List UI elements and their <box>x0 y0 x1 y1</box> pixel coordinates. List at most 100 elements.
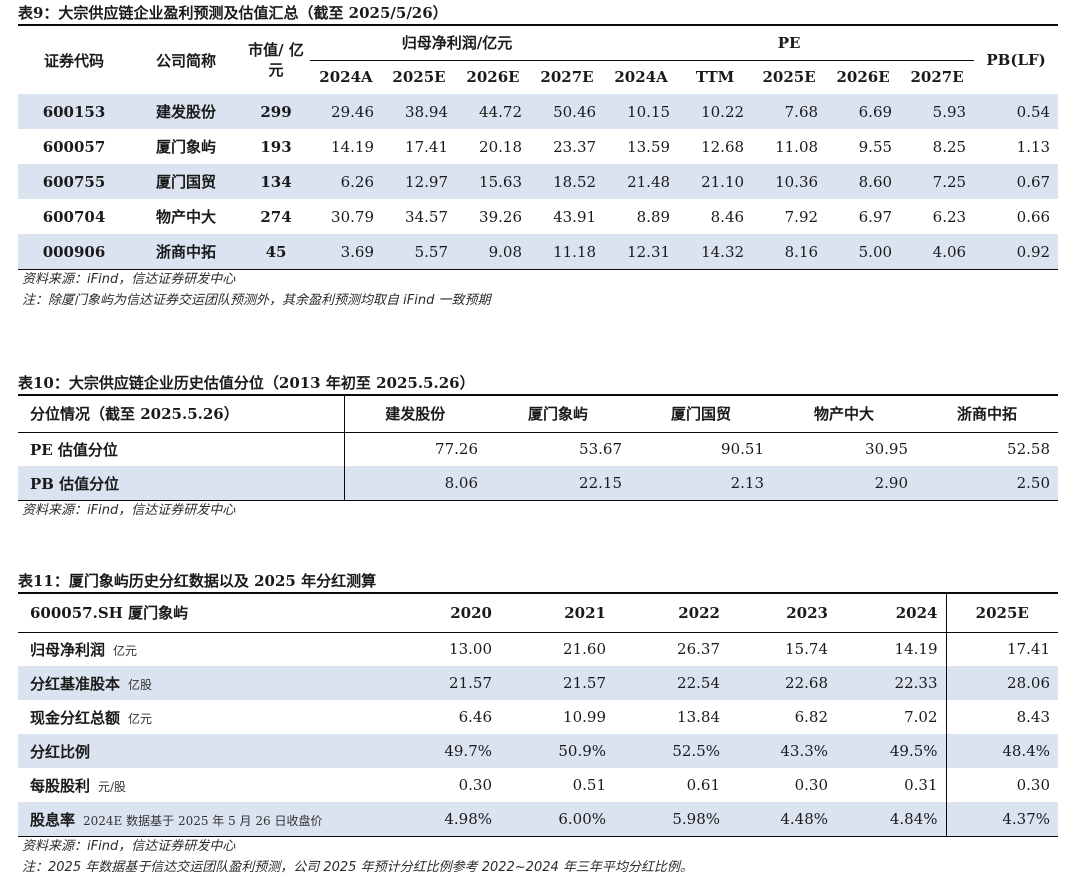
metric-value: 7.25 <box>900 164 975 199</box>
table-row: 600704 物产中大 274 30.79 34.57 39.26 43.91 8.89 8.4… <box>18 199 1058 234</box>
table9-header-row1: 证券代码 公司简称 市值/ 亿元 归母净利润/亿元 PE PB(LF) <box>18 26 1058 79</box>
dividend-value: 0.30 <box>458 776 492 794</box>
dividend-value: 22.33 <box>836 666 946 700</box>
dividend-value: 43.3% <box>728 734 836 768</box>
dividend-value: 49.7% <box>388 734 500 768</box>
metric-value: 8.25 <box>932 137 967 156</box>
percentile-value: 53.67 <box>579 440 622 459</box>
metric-value: 7.68 <box>752 94 827 129</box>
metric-value: 5.00 <box>826 234 901 269</box>
table-row: PB 估值分位 8.06 22.15 2.13 2.90 2.50 <box>18 466 1058 500</box>
table9-sub-6: 2025E <box>762 68 816 87</box>
table9-header-code: 证券代码 <box>43 51 104 70</box>
table9-sub-8: 2027E <box>910 68 964 87</box>
table9-header-row2: 2024A 2025E 2026E 2027E 2024A TTM 2025E … <box>18 60 1058 94</box>
table-row: PE 估值分位 77.26 53.67 90.51 30.95 52.58 <box>18 432 1058 466</box>
table10-body: PE 估值分位 77.26 53.67 90.51 30.95 52.58 PB 估值分位 8… <box>18 432 1058 500</box>
dividend-value: 4.84% <box>836 802 946 836</box>
dividend-value: 22.68 <box>728 666 836 700</box>
table11-block: 表11：厦门象屿历史分红数据以及 2025 年分红测算 600057.SH 厦门… <box>18 570 1058 879</box>
table9-sub-3: 2027E <box>540 68 594 87</box>
percentile-value: 2.13 <box>630 466 772 500</box>
table9-header-pe: PE <box>604 26 975 61</box>
metric-value: 5.57 <box>382 234 456 269</box>
table10-header-co-2: 厦门国贸 <box>630 396 772 433</box>
company-name: 厦门象屿 <box>155 138 216 156</box>
table-row: 600755 厦门国贸 134 6.26 12.97 15.63 18.52 21.48 21.… <box>18 164 1059 199</box>
metric-value: 30.79 <box>331 207 374 226</box>
metric-value: 38.94 <box>382 94 456 129</box>
dividend-value: 0.31 <box>904 776 938 794</box>
metric-value: 4.06 <box>900 234 975 269</box>
metric-value: 0.92 <box>974 234 1059 269</box>
security-code: 600755 <box>18 164 130 199</box>
dividend-value: 4.37% <box>945 802 1058 836</box>
percentile-value: 52.58 <box>1007 440 1050 459</box>
table10: 分位情况（截至 2025.5.26） 建发股份 厦门象屿 厦门国贸 物产中大 浙… <box>18 396 1058 500</box>
dividend-item-label: 每股股利 <box>30 776 91 795</box>
dividend-value: 4.48% <box>728 802 836 836</box>
table11-source: 资料来源：iFind，信达证券研发中心 <box>22 839 236 854</box>
metric-value: 10.36 <box>752 164 827 199</box>
metric-value: 14.19 <box>331 137 374 156</box>
dividend-value: 52.5% <box>614 734 728 768</box>
market-cap: 274 <box>260 207 292 226</box>
percentile-value: 8.06 <box>343 466 486 500</box>
metric-value: 12.68 <box>701 137 745 156</box>
table10-header-first: 分位情况（截至 2025.5.26） <box>18 396 344 433</box>
table9-source: 资料来源：iFind，信达证券研发中心 <box>22 272 236 287</box>
dividend-item-unit: 亿元 <box>128 711 153 726</box>
table-row: 股息率 2024E 数据基于 2025 年 5 月 26 日收盘价 4.98% 6.0… <box>18 802 1058 836</box>
dividend-item-unit: 元/股 <box>98 779 127 794</box>
dividend-item: 现金分红总额 亿元 <box>18 700 388 734</box>
table10-block: 表10：大宗供应链企业历史估值分位（2013 年初至 2025.5.26） 分位… <box>18 372 1058 521</box>
metric-value: 0.54 <box>974 94 1059 129</box>
metric-value: 5.93 <box>900 94 975 129</box>
table9-block: 表9：大宗供应链企业盈利预测及估值汇总（截至 2025/5/26） 证券代码 公… <box>18 2 1059 312</box>
metric-value: 29.46 <box>310 94 382 129</box>
dividend-item: 每股股利 元/股 <box>18 768 388 802</box>
metric-value: 11.18 <box>530 234 605 269</box>
metric-value: 34.57 <box>405 207 448 226</box>
table11-header-year-2: 2022 <box>614 594 728 633</box>
dividend-value: 21.60 <box>563 640 606 659</box>
table9-sub-1: 2025E <box>392 68 446 87</box>
dividend-value: 6.00% <box>500 802 614 836</box>
dividend-value: 7.02 <box>904 708 938 726</box>
metric-value: 21.48 <box>604 164 679 199</box>
security-code: 000906 <box>18 234 130 269</box>
dividend-value: 48.4% <box>945 734 1058 768</box>
dividend-item-unit: 2024E 数据基于 2025 年 5 月 26 日收盘价 <box>83 813 323 828</box>
percentile-value: 30.95 <box>865 440 908 459</box>
security-code: 600704 <box>42 207 106 226</box>
metric-value: 15.63 <box>456 164 530 199</box>
metric-value: 8.89 <box>636 207 671 226</box>
percentile-value: 22.15 <box>486 466 630 500</box>
table10-header-co-0: 建发股份 <box>343 396 486 433</box>
security-code: 600057 <box>42 137 106 156</box>
metric-value: 8.46 <box>710 207 745 226</box>
metric-value: 21.10 <box>678 164 753 199</box>
metric-value: 44.72 <box>456 94 530 129</box>
metric-value: 20.18 <box>479 137 522 156</box>
percentile-value: 77.26 <box>343 432 486 466</box>
table11-title: 表11：厦门象屿历史分红数据以及 2025 年分红测算 <box>18 572 377 590</box>
dividend-item-label: 股息率 <box>30 810 76 829</box>
dividend-item-unit: 亿股 <box>128 677 153 692</box>
dividend-value: 10.99 <box>563 708 606 726</box>
table-row: 分红比例 49.7% 50.9% 52.5% 43.3% 49.5% 48.4% <box>18 734 1058 768</box>
table11-body: 归母净利润 亿元 13.00 21.60 26.37 15.74 14.19 17.41 分红基… <box>18 632 1058 836</box>
metric-value: 8.60 <box>826 164 901 199</box>
metric-value: 11.08 <box>775 137 819 156</box>
dividend-value: 21.57 <box>388 666 500 700</box>
metric-value: 12.97 <box>382 164 456 199</box>
table11-header-year-1: 2021 <box>500 594 614 633</box>
metric-value: 1.13 <box>1016 137 1051 156</box>
market-cap: 193 <box>260 137 292 156</box>
table10-header-co-4: 浙商中拓 <box>916 396 1058 433</box>
table9-sub-7: 2026E <box>836 68 890 87</box>
company-name: 厦门国贸 <box>130 164 242 199</box>
dividend-value: 14.19 <box>894 640 938 659</box>
market-cap: 45 <box>242 234 310 269</box>
dividend-item-unit: 亿元 <box>113 643 138 658</box>
